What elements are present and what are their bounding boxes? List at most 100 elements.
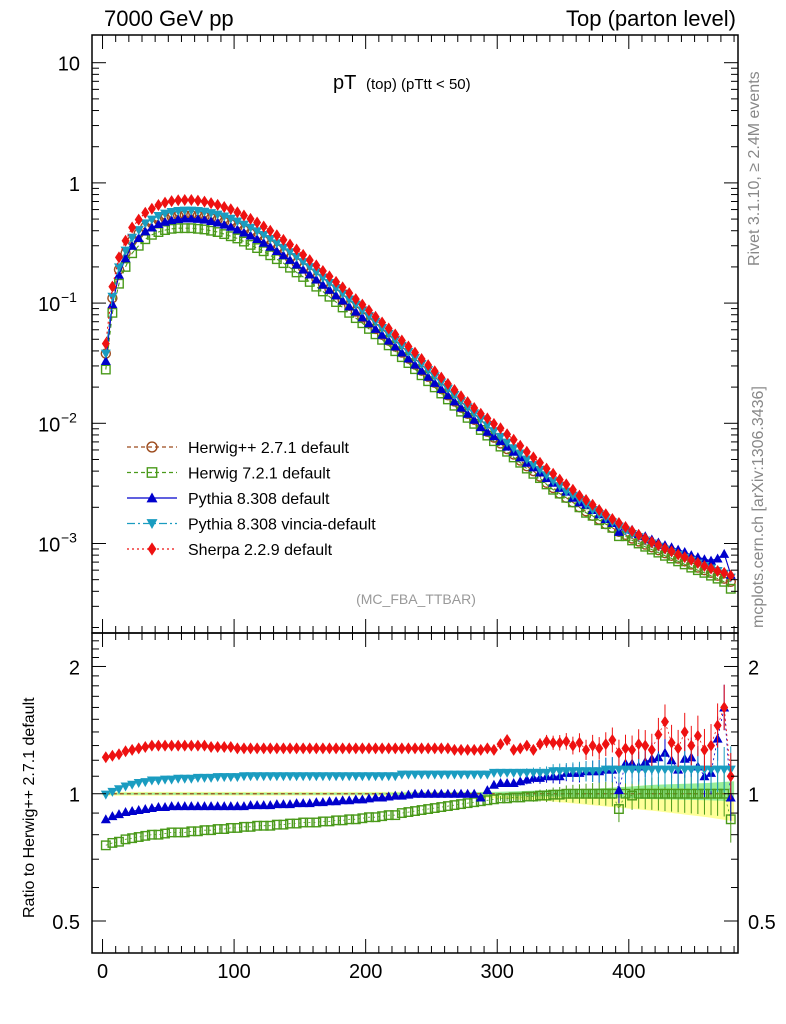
- green-band: [102, 781, 735, 802]
- data-point: [298, 817, 309, 828]
- data-point: [311, 817, 322, 828]
- data-point: [384, 322, 393, 335]
- data-point: [457, 390, 466, 403]
- data-point: [312, 259, 321, 272]
- data-point: [259, 220, 268, 233]
- data-point: [179, 223, 190, 234]
- data-point: [265, 241, 276, 251]
- data-point: [166, 801, 177, 811]
- reference-band: [102, 781, 735, 822]
- data-point: [101, 337, 110, 350]
- data-point: [660, 542, 669, 555]
- data-point: [318, 264, 327, 277]
- data-point: [503, 733, 512, 746]
- data-point: [351, 293, 360, 306]
- data-point: [403, 807, 414, 818]
- header-right: Top (parton level): [566, 6, 736, 31]
- data-point: [186, 223, 197, 234]
- data-point: [245, 772, 256, 782]
- data-point: [206, 225, 217, 236]
- data-point: [239, 209, 248, 222]
- data-point: [108, 280, 117, 293]
- data-point: [549, 467, 558, 480]
- data-point: [628, 743, 637, 756]
- data-point: [542, 735, 551, 748]
- data-point: [463, 396, 472, 409]
- data-point: [535, 738, 544, 751]
- data-point: [291, 798, 302, 808]
- data-point: [437, 371, 446, 384]
- x-tick-label: 0: [97, 961, 108, 983]
- data-point: [614, 746, 623, 759]
- data-point: [305, 742, 314, 755]
- data-point: [338, 281, 347, 294]
- data-point: [370, 323, 381, 333]
- data-point: [384, 742, 393, 755]
- data-point: [667, 545, 676, 558]
- data-point: [187, 739, 196, 752]
- data-point: [100, 790, 111, 800]
- data-point: [166, 223, 177, 234]
- data-point: [469, 797, 480, 808]
- data-point: [258, 230, 269, 240]
- data-point: [199, 825, 210, 836]
- data-point: [653, 765, 664, 775]
- data-point: [252, 234, 263, 244]
- data-point: [489, 417, 498, 430]
- data-point: [521, 791, 532, 802]
- data-point: [660, 788, 670, 799]
- data-point: [363, 312, 374, 322]
- data-point: [180, 739, 189, 752]
- data-point: [673, 765, 684, 775]
- data-point: [200, 739, 209, 752]
- data-point: [350, 306, 361, 316]
- data-point: [470, 743, 479, 756]
- ratio-series-diamond: [101, 684, 735, 800]
- data-point: [128, 221, 137, 234]
- data-point: [469, 414, 480, 424]
- data-point: [127, 833, 138, 844]
- data-point: [659, 747, 670, 757]
- data-point: [607, 765, 618, 775]
- data-point: [331, 772, 342, 782]
- data-point: [390, 772, 401, 782]
- data-point: [219, 824, 230, 834]
- data-point: [397, 742, 406, 755]
- data-point: [174, 739, 183, 752]
- data-point: [633, 788, 644, 799]
- data-point: [679, 765, 690, 775]
- data-point: [161, 196, 170, 209]
- data-point: [647, 743, 656, 756]
- ratio-series-layer: [100, 684, 736, 851]
- data-point: [423, 788, 434, 798]
- data-point: [423, 371, 434, 381]
- data-point: [666, 788, 677, 799]
- data-point: [337, 289, 348, 299]
- data-point: [146, 441, 158, 453]
- data-point: [483, 742, 492, 755]
- data-point: [482, 421, 493, 431]
- data-point: [416, 770, 427, 780]
- data-point: [351, 742, 360, 755]
- data-point: [298, 798, 309, 808]
- data-point: [120, 834, 131, 845]
- series-square-open: [100, 223, 736, 594]
- data-point: [206, 215, 217, 225]
- data-point: [535, 790, 545, 801]
- data-point: [258, 237, 269, 247]
- data-point: [442, 770, 453, 780]
- legend-label: Herwig 7.2.1 default: [188, 466, 331, 483]
- data-point: [239, 742, 248, 755]
- series-diamond: [101, 194, 735, 582]
- rivet-label: Rivet 3.1.10, ≥ 2.4M events: [746, 71, 763, 266]
- data-point: [232, 773, 243, 783]
- data-point: [239, 821, 249, 832]
- data-point: [411, 742, 419, 755]
- data-point: [521, 455, 532, 465]
- data-point: [305, 254, 314, 267]
- ratio-y-tick-label: 1: [69, 785, 80, 807]
- data-point: [595, 503, 604, 516]
- data-point: [614, 517, 623, 530]
- data-point: [133, 226, 144, 236]
- data-point: [404, 742, 413, 755]
